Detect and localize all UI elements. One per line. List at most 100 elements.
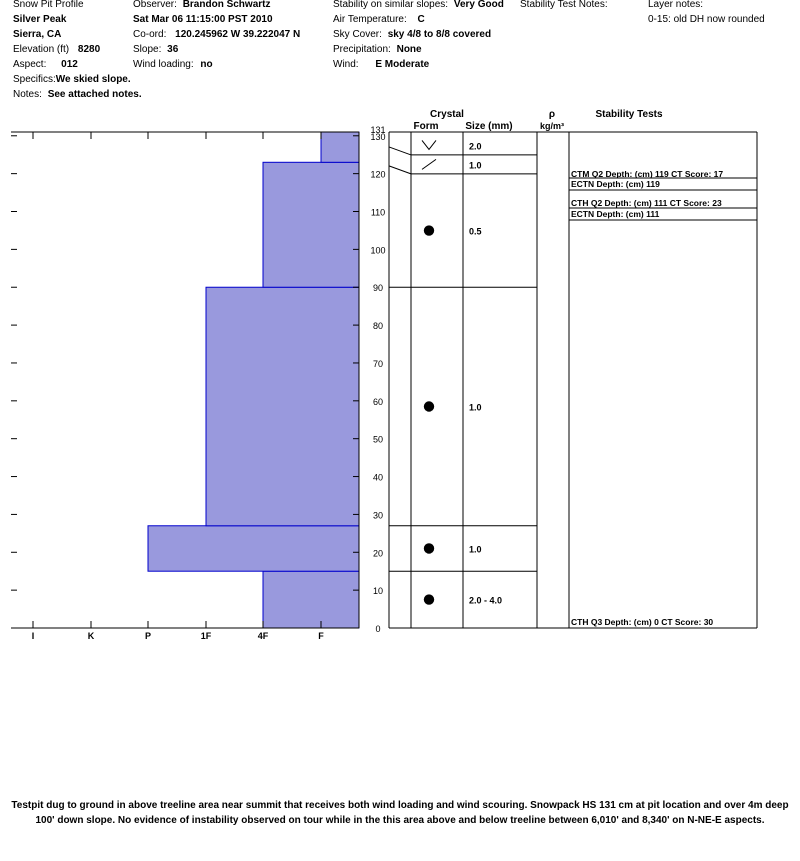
region: Sierra, CA (13, 29, 62, 40)
precip-label: Precipitation: (333, 44, 391, 55)
crystal-size-label: 0.5 (469, 227, 482, 237)
stability-tests-table: CTM Q2 Depth: (cm) 119 CT Score: 17ECTN … (569, 169, 757, 627)
sky-label: Sky Cover: (333, 29, 382, 40)
wind-loading-row: Wind loading: no (133, 59, 300, 71)
footer-line-1: Testpit dug to ground in above treeline … (11, 800, 789, 811)
stability-test-text: CTH Q2 Depth: (cm) 111 CT Score: 23 (571, 198, 722, 208)
y-tick-label: 0 (375, 624, 380, 634)
notes-label: Notes: (13, 89, 42, 100)
precip-value: None (396, 44, 422, 55)
stability-test-notes-label: Stability Test Notes: (520, 0, 608, 10)
elevation-row: Elevation (ft) 8280 (13, 44, 142, 56)
sky-value: sky 4/8 to 8/8 covered (387, 29, 492, 40)
air-temp-label: Air Temperature: (333, 14, 407, 25)
wind-value: E Moderate (375, 59, 430, 70)
air-temp-row: Air Temperature: C (333, 14, 504, 26)
observer-row: Observer: Brandon Schwartz (133, 0, 300, 11)
hardness-bar (262, 570, 360, 629)
new-snow-symbol (421, 140, 437, 151)
stability-test-text: CTM Q2 Depth: (cm) 119 CT Score: 17 (571, 169, 723, 179)
rounded-grain-symbol (423, 225, 435, 236)
crystal-size-label: 1.0 (469, 160, 482, 170)
col-header-rho: ρ (549, 109, 555, 120)
coord-value: 120.245962 W 39.222047 N (175, 29, 301, 40)
y-tick-label: 80 (373, 321, 383, 331)
slope-value: 36 (167, 44, 179, 55)
x-tick-label: P (145, 631, 151, 641)
chart-frame (11, 131, 360, 629)
rounded-grain-symbol (423, 594, 435, 605)
y-tick-label: 100 (370, 245, 385, 255)
y-tick-label: 120 (370, 170, 385, 180)
observer-value: Brandon Schwartz (182, 0, 271, 10)
x-tick-label: 4F (258, 631, 269, 641)
col-header-stability-tests: Stability Tests (595, 109, 662, 120)
header-col-2: Observer: Brandon Schwartz Sat Mar 06 11… (133, 0, 300, 71)
precip-row: Precipitation: None (333, 44, 504, 56)
aspect-value: 012 (61, 59, 78, 70)
y-top-label: 131 (370, 125, 385, 135)
layer-notes-value: 0-15: old DH now rounded (648, 14, 765, 25)
aspect-row: Aspect: 012 (13, 59, 142, 71)
col-header-rho-unit: kg/m³ (540, 121, 564, 131)
col-header-size: Size (mm) (465, 121, 512, 132)
hardness-bar (147, 525, 360, 572)
coord-row: Co-ord: 120.245962 W 39.222047 N (133, 29, 300, 41)
wind-row: Wind: E Moderate (333, 59, 504, 71)
header-col-1: Snow Pit Profile Silver Peak Sierra, CA … (13, 0, 142, 101)
observer-label: Observer: (133, 0, 177, 10)
wind-loading-value: no (200, 59, 213, 70)
layer-connector (388, 165, 412, 175)
hardness-axis: I K P 1F 4F F (32, 132, 324, 641)
stability-label: Stability on similar slopes: (333, 0, 449, 10)
footer-line-2: 100' down slope. No evidence of instabil… (35, 815, 765, 826)
profile-title: Snow Pit Profile (13, 0, 84, 10)
specifics-row: Specifics:We skied slope. (13, 74, 142, 86)
y-tick-label: 40 (373, 473, 383, 483)
stability-test-text: ECTN Depth: (cm) 119 (571, 179, 660, 189)
layer-connector (388, 146, 412, 156)
hardness-bar (205, 286, 360, 527)
hardness-bars (147, 131, 360, 629)
y-tick-label: 90 (373, 283, 383, 293)
stability-row: Stability on similar slopes: Very Good (333, 0, 504, 11)
x-tick-label: K (88, 631, 95, 641)
y-tick-label: 130 (370, 132, 385, 142)
notes-row: Notes: See attached notes. (13, 89, 142, 101)
air-temp-value: C (417, 14, 425, 25)
y-tick-label: 20 (373, 548, 383, 558)
layer-notes-label: Layer notes: (648, 0, 704, 10)
sky-row: Sky Cover: sky 4/8 to 8/8 covered (333, 29, 504, 41)
crystal-table: 2.0 1.0 0.5 1.0 1.0 2.0 - 4.0 (388, 131, 758, 629)
wind-loading-label: Wind loading: (133, 59, 194, 70)
stability-test-text: ECTN Depth: (cm) 111 (571, 209, 660, 219)
elevation-label: Elevation (ft) (13, 44, 70, 55)
aspect-label: Aspect: (13, 59, 47, 70)
decomposing-symbol (421, 158, 437, 170)
crystal-size-label: 2.0 (469, 141, 482, 151)
slope-label: Slope: (133, 44, 162, 55)
y-tick-label: 60 (373, 397, 383, 407)
footer-notes: Testpit dug to ground in above treeline … (0, 798, 800, 828)
col-header-crystal: Crystal (430, 109, 464, 120)
y-tick-label: 110 (371, 208, 385, 218)
datetime: Sat Mar 06 11:15:00 PST 2010 (133, 14, 273, 25)
y-tick-label: 70 (373, 359, 383, 369)
rounded-grain-symbol (423, 543, 435, 554)
y-tick-label: 30 (373, 510, 383, 520)
elevation-value: 8280 (77, 44, 101, 55)
x-tick-label: I (32, 631, 35, 641)
location: Silver Peak (13, 14, 67, 25)
hardness-bar (320, 131, 360, 163)
crystal-size-label: 2.0 - 4.0 (469, 596, 502, 606)
header-col-3: Stability on similar slopes: Very Good A… (333, 0, 504, 71)
hardness-bar (262, 161, 360, 288)
x-tick-label: 1F (201, 631, 212, 641)
notes-value: See attached notes. (47, 89, 142, 100)
stability-test-text: CTH Q3 Depth: (cm) 0 CT Score: 30 (571, 617, 713, 627)
stability-value: Very Good (453, 0, 504, 10)
y-tick-label: 50 (373, 435, 383, 445)
coord-label: Co-ord: (133, 29, 167, 40)
specifics-label: Specifics: (13, 74, 56, 85)
